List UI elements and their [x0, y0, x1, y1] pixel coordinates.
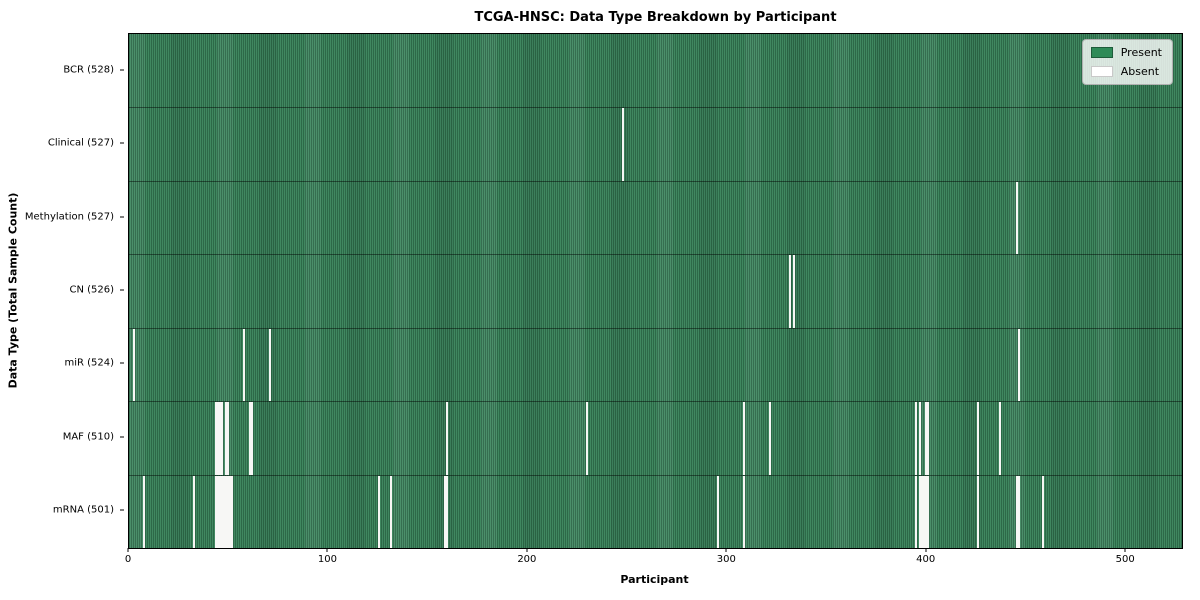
absent-stripe: [218, 475, 221, 548]
absent-stripe: [793, 255, 796, 328]
absent-stripe: [918, 475, 921, 548]
y-tick-mark: [120, 509, 124, 511]
absent-stripe: [585, 402, 588, 475]
x-tick-mark: [725, 548, 727, 552]
absent-stripe: [268, 328, 271, 402]
x-tick-label: 100: [317, 554, 337, 565]
y-tick-label: Clinical (527): [47, 137, 114, 149]
absent-stripe: [220, 402, 223, 475]
y-tick-label: MAF (510): [62, 431, 114, 443]
y-tick-label: CN (526): [69, 284, 114, 296]
plot-area: Present Absent: [128, 33, 1183, 549]
y-tick-label: mRNA (501): [52, 504, 114, 516]
absent-stripe: [743, 475, 746, 548]
heatmap-row-maf: [129, 401, 1182, 475]
y-tick-label: Methylation (527): [24, 211, 114, 223]
x-tick-mark: [127, 548, 129, 552]
absent-stripe: [390, 475, 393, 548]
absent-stripe: [769, 402, 772, 475]
legend-entry-present: Present: [1090, 46, 1162, 59]
x-tick-mark: [326, 548, 328, 552]
absent-stripe: [976, 402, 979, 475]
absent-stripe: [743, 402, 746, 475]
x-tick-label: 300: [716, 554, 736, 565]
absent-stripe: [1016, 181, 1019, 255]
absent-stripe: [214, 475, 217, 548]
absent-stripe: [242, 328, 245, 402]
x-tick-mark: [925, 548, 927, 552]
absent-stripe: [142, 475, 145, 548]
absent-stripe: [621, 108, 624, 181]
heatmap-row-methylation: [129, 180, 1182, 255]
heatmap-row-cn: [129, 254, 1182, 328]
y-tick-label: miR (524): [64, 357, 114, 369]
heatmap-row-mir: [129, 327, 1182, 402]
absent-stripe: [228, 475, 231, 548]
legend-label-present: Present: [1120, 46, 1162, 59]
absent-stripe: [218, 402, 221, 475]
x-tick-label: 200: [517, 554, 537, 565]
y-tick-mark: [120, 69, 124, 71]
absent-stripe: [132, 328, 135, 402]
absent-stripe: [192, 475, 195, 548]
absent-stripe: [230, 475, 233, 548]
absent-stripe: [924, 402, 927, 475]
absent-stripe: [444, 475, 447, 548]
absent-stripe: [214, 402, 217, 475]
absent-stripe: [1018, 328, 1021, 402]
absent-stripe: [216, 475, 219, 548]
y-axis-labels: BCR (528) Clinical (527) Methylation (527)…: [0, 33, 124, 547]
absent-stripe: [220, 475, 223, 548]
absent-stripe: [216, 402, 219, 475]
absent-stripe: [1042, 475, 1045, 548]
legend: Present Absent: [1081, 39, 1173, 85]
y-tick-label: BCR (528): [63, 64, 114, 76]
y-tick-mark: [120, 362, 124, 364]
legend-label-absent: Absent: [1120, 65, 1160, 78]
heatmap-row-bcr: [129, 34, 1182, 108]
y-tick-mark: [120, 142, 124, 144]
heatmap-row-clinical: [129, 107, 1182, 181]
legend-entry-absent: Absent: [1090, 65, 1162, 78]
absent-stripe: [789, 255, 792, 328]
absent-stripe: [926, 402, 929, 475]
absent-stripe: [914, 402, 917, 475]
absent-swatch-icon: [1090, 66, 1113, 77]
absent-stripe: [378, 475, 381, 548]
absent-stripe: [1016, 475, 1019, 548]
y-tick-mark: [120, 289, 124, 291]
absent-stripe: [926, 475, 929, 548]
absent-stripe: [446, 475, 449, 548]
x-tick-label: 400: [916, 554, 936, 565]
absent-stripe: [920, 475, 923, 548]
chart-title: TCGA-HNSC: Data Type Breakdown by Partic…: [474, 10, 837, 25]
absent-stripe: [922, 475, 925, 548]
absent-stripe: [1018, 475, 1021, 548]
y-tick-mark: [120, 216, 124, 218]
absent-stripe: [976, 475, 979, 548]
absent-stripe: [924, 475, 927, 548]
absent-stripe: [717, 475, 720, 548]
absent-stripe: [250, 402, 253, 475]
heatmap-row-mrna: [129, 474, 1182, 548]
x-tick-label: 500: [1115, 554, 1135, 565]
absent-stripe: [918, 402, 921, 475]
absent-stripe: [446, 402, 449, 475]
absent-stripe: [248, 402, 251, 475]
absent-stripe: [226, 475, 229, 548]
absent-stripe: [998, 402, 1001, 475]
x-axis-ticks: 0 100 200 300 400 500: [124, 548, 1181, 568]
x-tick-mark: [1124, 548, 1126, 552]
present-swatch-icon: [1090, 47, 1113, 58]
absent-stripe: [226, 402, 229, 475]
x-tick-mark: [526, 548, 528, 552]
y-tick-mark: [120, 436, 124, 438]
absent-stripe: [914, 475, 917, 548]
absent-stripe: [224, 402, 227, 475]
x-axis-label: Participant: [620, 573, 689, 586]
x-tick-label: 0: [124, 554, 132, 565]
absent-stripe: [224, 475, 227, 548]
absent-stripe: [222, 475, 225, 548]
